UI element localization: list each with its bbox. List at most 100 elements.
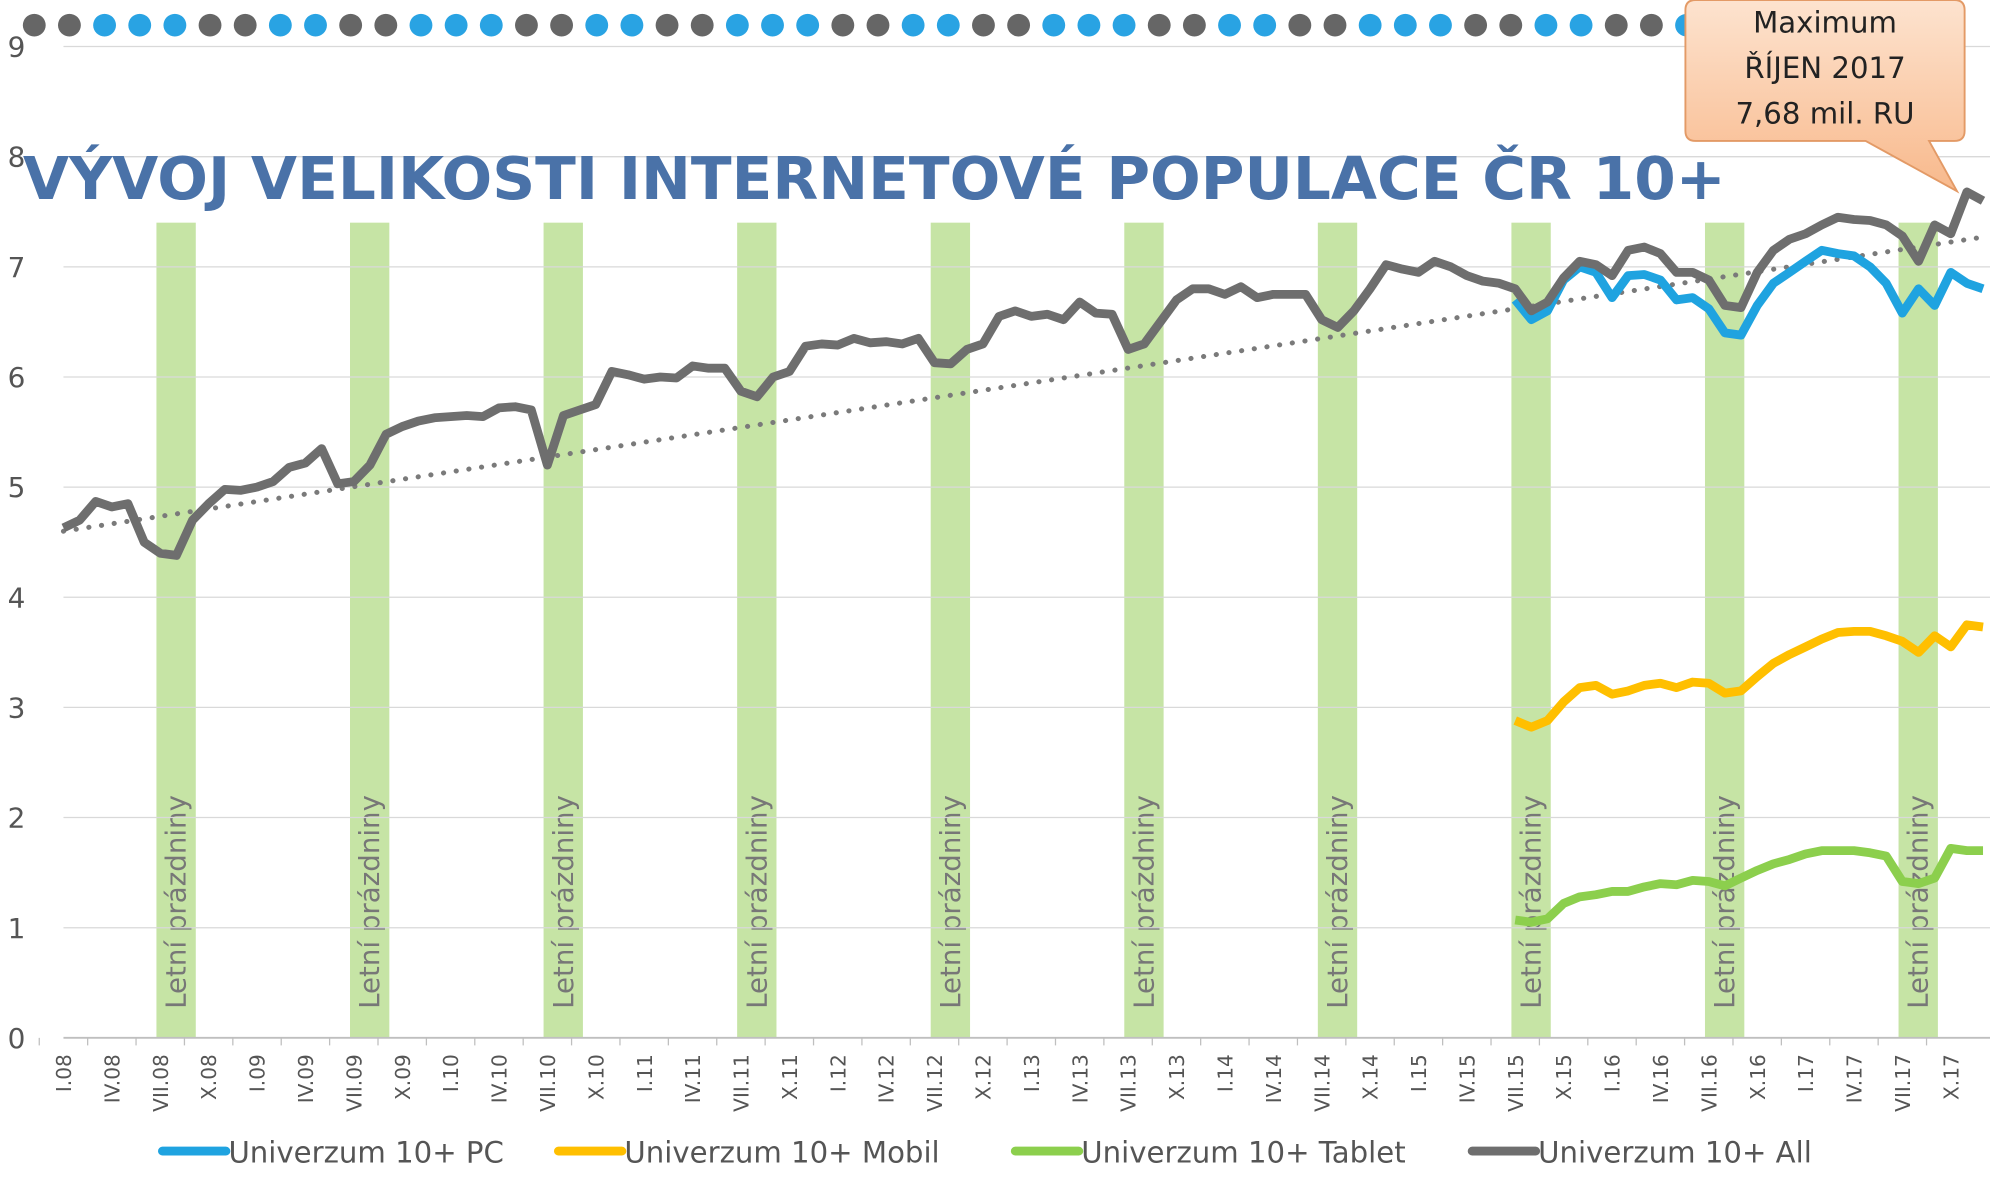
y-tick-label: 1 [8, 912, 26, 945]
x-tick-label: X.08 [197, 1054, 221, 1100]
dot [515, 13, 538, 37]
series-line [1513, 620, 1984, 732]
dot [1393, 13, 1417, 37]
dot [93, 13, 116, 37]
x-tick-label: IV.09 [294, 1054, 318, 1103]
band-label: Letní prázdniny [1127, 795, 1160, 1009]
grid [63, 45, 1990, 929]
summer-band [1317, 222, 1358, 1038]
series-line [1514, 843, 1984, 927]
dot [268, 13, 292, 37]
x-tick-label: I.09 [246, 1054, 270, 1092]
dot [1569, 13, 1593, 37]
dot [163, 13, 187, 37]
dot [1288, 13, 1312, 37]
dot [866, 13, 890, 37]
x-tick-label: I.13 [1020, 1054, 1044, 1092]
dot [374, 13, 398, 37]
dot [1464, 13, 1488, 37]
y-tick-label: 6 [8, 361, 26, 394]
dot [936, 13, 960, 37]
x-tick-label: I.11 [633, 1054, 657, 1092]
dot [198, 13, 222, 37]
x-tick-label: VII.08 [149, 1054, 173, 1112]
dot [690, 13, 714, 37]
summer-band [1704, 222, 1745, 1038]
band-label: Letní prázdniny [1514, 795, 1547, 1009]
x-tick-label: VII.13 [1117, 1054, 1141, 1112]
annotation: Maximum ŘÍJEN 2017 7,68 mil. RU [1684, 0, 1966, 194]
x-tick-label: IV.13 [1068, 1054, 1092, 1103]
x-tick-label: X.11 [778, 1054, 802, 1100]
y-tick-label: 3 [8, 692, 26, 725]
band-label: Letní prázdniny [934, 795, 967, 1009]
x-tick-label: IV.10 [488, 1054, 512, 1103]
dot [1007, 13, 1031, 37]
dot [1112, 13, 1136, 37]
dot [444, 13, 468, 37]
dot [620, 13, 644, 37]
legend-label: Univerzum 10+ All [1538, 1136, 1812, 1170]
dot [409, 13, 433, 37]
dot [1358, 13, 1382, 37]
x-tick-label: IV.11 [681, 1054, 705, 1103]
x-tick-label: VII.17 [1891, 1054, 1915, 1112]
x-tick-label: I.14 [1213, 1054, 1237, 1092]
band-label: Letní prázdniny [740, 795, 773, 1009]
dot [901, 13, 925, 37]
x-tick-label: VII.16 [1697, 1054, 1721, 1112]
decorative-dots [22, 13, 1698, 37]
y-tick-label: 7 [8, 251, 26, 284]
annotation-line: ŘÍJEN 2017 [1744, 51, 1905, 85]
dot [1639, 13, 1663, 37]
dot [57, 13, 81, 37]
dot [655, 13, 679, 37]
x-tick-label: X.16 [1746, 1054, 1770, 1100]
summer-band [156, 222, 196, 1038]
legend: Univerzum 10+ PC Univerzum 10+ Mobil Unive… [158, 1136, 1812, 1170]
chart-title: VÝVOJ VELIKOSTI INTERNETOVÉ POPULACE ČR … [23, 144, 1726, 214]
dot [1323, 13, 1347, 37]
dot [1077, 13, 1101, 37]
summer-band [1898, 222, 1938, 1038]
x-tick-label: I.17 [1794, 1054, 1818, 1092]
annotation-line: 7,68 mil. RU [1735, 96, 1914, 130]
callout [1684, 0, 1966, 194]
x-tick-label: X.13 [1165, 1054, 1189, 1100]
dot [1604, 13, 1628, 37]
summer-band [543, 222, 583, 1038]
dot [550, 13, 574, 37]
dot [1042, 13, 1066, 37]
dot [304, 13, 327, 37]
x-tick-label: I.15 [1407, 1054, 1431, 1092]
band-label: Letní prázdniny [547, 795, 580, 1009]
dot [1182, 13, 1206, 37]
dot [972, 13, 995, 37]
x-tick-label: VII.14 [1310, 1054, 1334, 1112]
x-tick-label: IV.15 [1455, 1054, 1479, 1103]
dot [1499, 13, 1523, 37]
x-tick-label: VII.11 [729, 1054, 753, 1112]
summer-band [350, 222, 390, 1038]
y-tick-label: 5 [8, 471, 26, 504]
y-tick-label: 0 [8, 1022, 26, 1055]
summer-band [1511, 222, 1551, 1038]
dot [725, 13, 749, 37]
dot [22, 13, 46, 37]
dot [831, 13, 855, 37]
annotation-line: Maximum [1753, 6, 1897, 40]
series-line [61, 187, 1986, 560]
x-tick-label: IV.17 [1842, 1054, 1866, 1103]
dot [796, 13, 820, 37]
summer-band [1124, 222, 1164, 1038]
x-tick-label: I.12 [826, 1054, 850, 1092]
dot [479, 13, 503, 37]
dot [233, 13, 257, 37]
band-label: Letní prázdniny [160, 795, 193, 1009]
dot [1147, 13, 1171, 37]
x-tick-label: X.15 [1552, 1054, 1576, 1100]
dot [1534, 13, 1558, 37]
x-tick-label: IV.08 [100, 1054, 124, 1103]
x-tick-label: X.14 [1359, 1054, 1383, 1100]
x-tick-label: X.09 [391, 1054, 415, 1100]
